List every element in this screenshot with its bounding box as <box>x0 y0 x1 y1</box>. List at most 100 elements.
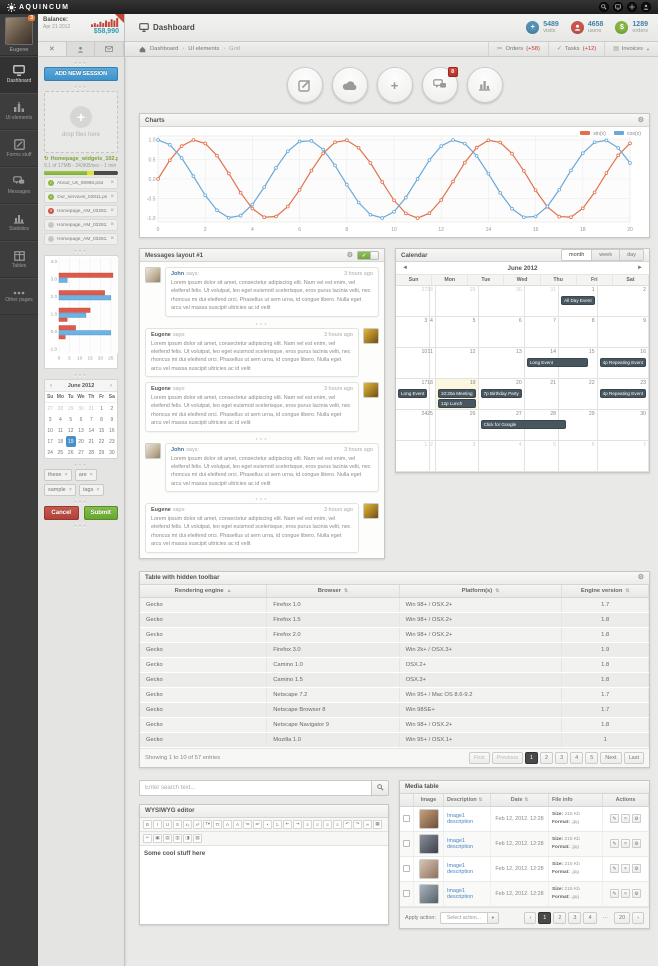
editor-toolbar-button[interactable]: ▣ <box>153 833 162 843</box>
remove-tag-icon[interactable]: × <box>96 487 100 493</box>
editor-toolbar-button[interactable]: 1. <box>273 819 282 829</box>
tab-user[interactable] <box>67 42 96 56</box>
editor-toolbar-button[interactable]: ↷ <box>353 819 362 829</box>
remove-tag-icon[interactable]: × <box>64 472 68 478</box>
mini-calendar-day[interactable]: 12 <box>67 427 74 434</box>
mini-calendar-day[interactable]: 15 <box>98 427 105 434</box>
calendar-day-cell[interactable]: 7 <box>524 317 560 348</box>
editor-toolbar-button[interactable]: A <box>233 819 242 829</box>
quicklink-invoices[interactable]: ▤ Invoices ▼ <box>604 42 658 56</box>
mini-calendar-day[interactable]: 30 <box>78 405 84 412</box>
gear-icon[interactable]: ⚙ <box>637 116 644 124</box>
mini-calendar-day[interactable]: 20 <box>78 438 84 445</box>
mini-calendar-day[interactable]: 29 <box>98 449 105 456</box>
mini-calendar-day[interactable]: 27 <box>78 449 84 456</box>
page-button[interactable]: 4 <box>570 751 584 764</box>
calendar-day-cell[interactable]: 12 <box>435 348 479 379</box>
calendar-view-month[interactable]: month <box>560 249 593 261</box>
submit-button[interactable]: Submit <box>83 506 118 520</box>
media-column-header[interactable]: Date ⇅ <box>491 793 549 806</box>
toggle-switch[interactable]: ✓ <box>357 250 379 260</box>
calendar-day-cell[interactable]: 16 4p Repeating Event <box>597 348 649 379</box>
add-circle-button[interactable]: + <box>376 67 413 103</box>
file-dropzone[interactable]: + drop files here <box>44 91 118 153</box>
add-new-session-button[interactable]: ADD NEW SESSION <box>44 67 118 81</box>
editor-toolbar-button[interactable]: A <box>223 819 232 829</box>
editor-toolbar-button[interactable]: x₂ <box>183 819 192 829</box>
page-button[interactable]: 3 <box>555 751 569 764</box>
editor-content[interactable]: Some cool stuff here <box>140 845 388 924</box>
mini-calendar-day[interactable]: 8 <box>100 416 103 423</box>
calendar-day-cell[interactable]: 27 Click for Google <box>478 410 567 441</box>
editor-toolbar-button[interactable]: ↶ <box>343 819 352 829</box>
calendar-day-cell[interactable]: 14 Long Event <box>524 348 589 379</box>
calendar-day-cell[interactable]: 2 <box>430 441 436 472</box>
calendar-event[interactable]: 4p Repeating Event <box>599 358 646 367</box>
mini-calendar-day[interactable]: 28 <box>57 405 64 412</box>
cloud-circle-button[interactable] <box>331 67 368 103</box>
remove-tag-icon[interactable]: × <box>89 472 93 478</box>
mini-calendar-day[interactable]: 13 <box>78 427 84 434</box>
editor-toolbar-button[interactable]: ◨ <box>183 833 192 843</box>
media-column-header[interactable]: Description ⇅ <box>444 793 491 806</box>
settings-icon[interactable]: ⚙ <box>632 864 641 873</box>
tag-pill[interactable]: these × <box>44 469 72 481</box>
delete-icon[interactable]: × <box>621 839 630 848</box>
mini-calendar-day[interactable]: 1 <box>100 405 103 412</box>
column-header-2[interactable]: Platform(s) ⇅ <box>400 584 563 597</box>
breadcrumb-item[interactable]: Dashboard <box>150 46 179 52</box>
mini-calendar-day[interactable]: 24 <box>47 449 53 456</box>
mini-calendar-day[interactable]: 5 <box>69 416 73 423</box>
calendar-day-cell[interactable]: 11 <box>428 348 436 379</box>
media-description-link[interactable]: Image1 description <box>447 887 474 900</box>
row-checkbox[interactable] <box>403 890 410 897</box>
search-button[interactable] <box>371 779 389 796</box>
calendar-day-cell[interactable]: 27 <box>396 286 431 317</box>
tag-pill[interactable]: tags × <box>78 484 104 496</box>
mini-calendar-day[interactable]: 2 <box>110 405 114 412</box>
calendar-day-cell[interactable]: 17 Long Event <box>396 379 431 410</box>
calendar-day-cell[interactable]: 15 <box>559 348 598 379</box>
calendar-day-cell[interactable]: 30 <box>597 410 649 441</box>
calendar-day-cell[interactable]: 23 4p Repeating Event <box>597 379 649 410</box>
next-month-icon[interactable]: › <box>110 382 112 389</box>
calendar-day-cell[interactable]: 5 <box>435 317 479 348</box>
column-header-1[interactable]: Browser ⇅ <box>267 584 400 597</box>
calendar-day-cell[interactable]: 19 10:30a Meeting 12p Lunch <box>435 379 479 410</box>
delete-icon[interactable]: × <box>621 889 630 898</box>
mini-calendar-day[interactable]: 23 <box>109 438 115 445</box>
editor-toolbar-button[interactable]: ⇤ <box>283 819 292 829</box>
page-button[interactable]: 2 <box>553 911 567 924</box>
tab-close[interactable]: ✕ <box>38 42 67 56</box>
editor-toolbar-button[interactable]: ≕ <box>253 819 262 829</box>
editor-toolbar-button[interactable]: ✂ <box>143 833 152 843</box>
edit-icon[interactable]: ✎ <box>610 814 619 823</box>
media-description-link[interactable]: Image1 description <box>447 837 474 850</box>
mini-calendar-day[interactable]: 11 <box>57 427 64 434</box>
page-button[interactable]: 2 <box>540 751 554 764</box>
page-button[interactable]: 1 <box>538 911 552 924</box>
editor-toolbar-button[interactable]: ▧ <box>193 833 202 843</box>
remove-file-icon[interactable]: × <box>110 194 114 200</box>
editor-toolbar-button[interactable]: ≔ <box>243 819 252 829</box>
chat-circle-button[interactable]: 8 <box>421 67 458 103</box>
display-icon[interactable] <box>613 2 623 12</box>
cancel-button[interactable]: Cancel <box>44 506 79 520</box>
editor-toolbar-button[interactable]: T▾ <box>203 819 212 829</box>
tag-pill[interactable]: are × <box>74 469 97 481</box>
mini-calendar-day[interactable]: 25 <box>57 449 64 456</box>
calendar-day-cell[interactable]: 10 <box>396 348 431 379</box>
mini-calendar-day[interactable]: 9 <box>110 416 114 423</box>
settings-icon[interactable]: ⚙ <box>632 889 641 898</box>
mini-calendar-day[interactable]: 27 <box>47 405 53 412</box>
calendar-view-day[interactable]: day <box>620 249 644 261</box>
calendar-event[interactable]: 7p Birthday Party <box>480 389 522 398</box>
mini-calendar-day[interactable]: 14 <box>88 427 95 434</box>
calendar-day-cell[interactable]: 21 <box>524 379 560 410</box>
editor-toolbar-button[interactable]: ≡ <box>313 819 322 829</box>
calendar-day-cell[interactable]: 18 <box>427 379 436 410</box>
file-list-item[interactable]: ✓ About_Us_08956.psd × <box>44 177 118 189</box>
editor-toolbar-button[interactable]: x² <box>193 819 202 829</box>
action-select[interactable]: Select action... ▼ <box>439 911 499 924</box>
calendar-day-cell[interactable]: 3 <box>396 317 431 348</box>
